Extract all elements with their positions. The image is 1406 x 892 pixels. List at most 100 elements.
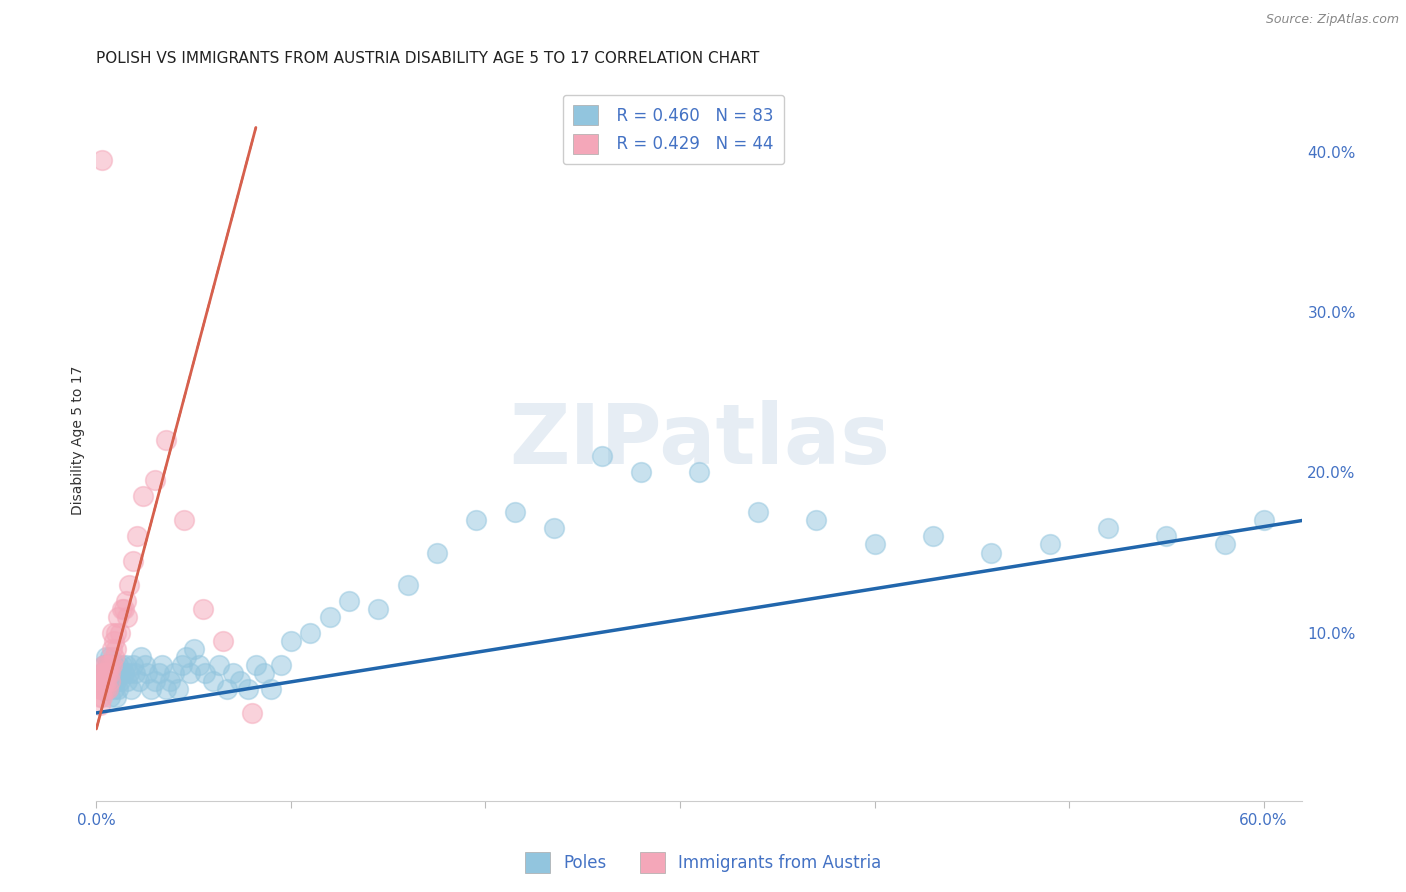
Point [89,690,111,704]
Point [134,657,156,672]
Point [143,673,166,688]
Point [91,665,114,680]
Point [107,657,129,672]
Point [93,657,115,672]
Point [1253,513,1275,527]
Point [337,593,360,607]
Point [94,665,117,680]
Point [91,665,114,680]
Text: POLISH VS IMMIGRANTS FROM AUSTRIA DISABILITY AGE 5 TO 17 CORRELATION CHART: POLISH VS IMMIGRANTS FROM AUSTRIA DISABI… [97,51,759,66]
Point [139,681,162,696]
Point [112,665,135,680]
Point [1213,537,1236,551]
Point [188,657,211,672]
Point [173,513,195,527]
Point [103,657,125,672]
Point [1097,521,1119,535]
Point [863,537,886,551]
Point [122,657,145,672]
Point [101,625,124,640]
Point [152,657,174,672]
Point [93,673,115,688]
Point [93,665,115,680]
Point [688,466,710,480]
Point [89,698,111,712]
Point [97,681,120,696]
Point [104,641,127,656]
Point [104,625,127,640]
Point [111,657,134,672]
Point [319,609,342,624]
Point [91,681,114,696]
Point [179,665,201,680]
Point [91,690,114,704]
Point [93,657,115,672]
Point [132,489,155,503]
Point [111,601,134,615]
Point [211,633,233,648]
Point [193,601,215,615]
Point [426,545,449,559]
Point [194,665,217,680]
Point [98,673,121,688]
Point [143,473,166,487]
Point [299,625,322,640]
Point [108,625,131,640]
Point [167,681,190,696]
Point [221,665,243,680]
Point [136,665,159,680]
Point [97,681,120,696]
Point [98,665,121,680]
Point [98,665,121,680]
Point [253,665,276,680]
Point [101,641,124,656]
Point [117,673,139,688]
Point [503,505,526,519]
Point [101,657,124,672]
Point [112,601,135,615]
Legend:   R = 0.460   N = 83,   R = 0.429   N = 44: R = 0.460 N = 83, R = 0.429 N = 44 [562,95,785,164]
Point [97,657,120,672]
Point [240,706,263,720]
Point [630,466,652,480]
Point [122,553,145,567]
Point [101,665,124,680]
Point [163,665,186,680]
Point [280,633,302,648]
Point [97,657,120,672]
Point [148,665,170,680]
Point [94,673,117,688]
Point [124,665,146,680]
Point [1039,537,1062,551]
Point [1156,529,1178,543]
Point [117,609,139,624]
Point [94,681,117,696]
Point [104,690,127,704]
Point [94,649,117,664]
Point [367,601,389,615]
Point [91,673,114,688]
Y-axis label: Disability Age 5 to 17: Disability Age 5 to 17 [72,366,86,515]
Point [108,665,131,680]
Point [118,577,141,591]
Point [94,665,117,680]
Point [118,665,141,680]
Legend: Poles, Immigrants from Austria: Poles, Immigrants from Austria [517,846,889,880]
Point [93,681,115,696]
Point [103,681,125,696]
Point [127,529,149,543]
Point [236,681,259,696]
Point [202,673,225,688]
Point [183,641,205,656]
Point [120,681,142,696]
Point [98,649,121,664]
Point [104,673,127,688]
Point [396,577,419,591]
Text: ZIPatlas: ZIPatlas [509,400,890,481]
Point [101,657,124,672]
Point [159,673,181,688]
Point [270,657,292,672]
Point [174,649,197,664]
Point [128,673,150,688]
Point [215,681,238,696]
